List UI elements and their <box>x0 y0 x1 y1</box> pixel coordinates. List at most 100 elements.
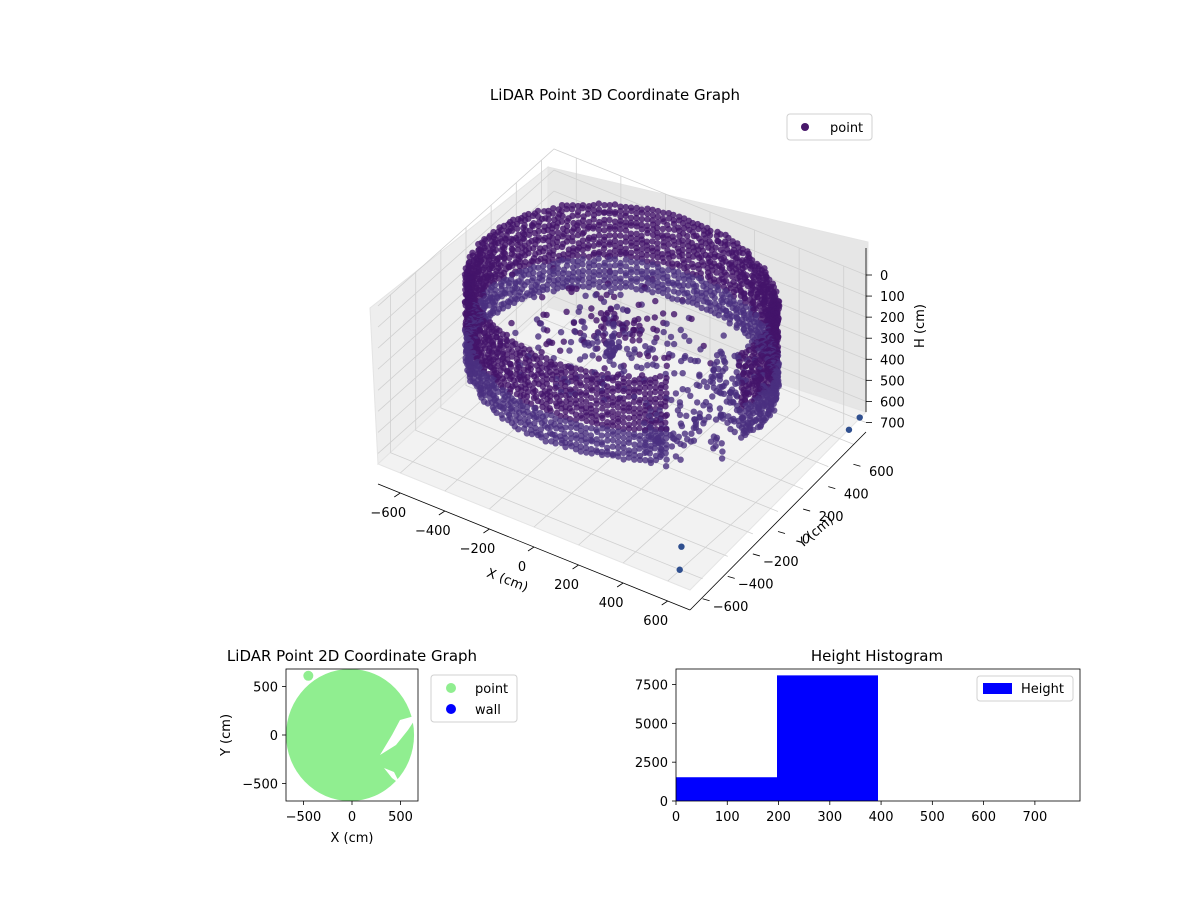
point-3d <box>614 399 622 406</box>
point-3d <box>687 392 694 399</box>
point-3d <box>606 282 613 290</box>
point-3d <box>553 425 560 432</box>
point-3d <box>668 443 676 450</box>
legend-3d: point <box>786 113 873 141</box>
point-3d <box>644 216 651 223</box>
point-3d <box>610 361 617 368</box>
point-3d <box>638 209 646 216</box>
point-3d <box>631 441 638 448</box>
point-3d <box>612 269 619 276</box>
point-3d <box>622 251 630 258</box>
y-axis-label-2d: Y (cm) <box>219 714 234 757</box>
point-3d <box>606 225 613 233</box>
point-3d <box>669 295 676 302</box>
point-3d <box>646 450 653 457</box>
point-3d <box>570 319 578 327</box>
point-3d <box>595 241 602 248</box>
point-3d <box>525 231 533 238</box>
y-tick-label-2d: −500 <box>242 778 278 793</box>
point-3d <box>598 432 605 439</box>
point-3d <box>615 418 622 425</box>
point-3d <box>625 389 633 396</box>
point-3d <box>606 210 613 217</box>
point-3d <box>604 411 611 418</box>
point-3d <box>568 277 576 284</box>
plot-2d: LiDAR Point 2D Coordinate Graph −500 0 500… <box>219 647 518 846</box>
y-tick-label-3d: −200 <box>763 555 799 570</box>
point-3d <box>537 426 545 433</box>
point-3d <box>723 271 730 279</box>
outlier-point-3d <box>676 566 683 573</box>
point-3d <box>660 243 667 250</box>
x-tick-label-3d: 600 <box>643 614 668 629</box>
gap-2d <box>380 715 418 755</box>
point-3d <box>617 226 624 233</box>
point-3d <box>693 301 701 308</box>
point-3d <box>684 232 691 240</box>
plot-2d-title: LiDAR Point 2D Coordinate Graph <box>227 647 477 665</box>
point-3d <box>601 220 608 227</box>
legend-marker-wall-2d <box>446 704 456 714</box>
point-3d <box>651 388 659 396</box>
point-3d <box>609 402 617 409</box>
point-3d <box>628 354 635 362</box>
histogram-bar <box>676 777 777 801</box>
point-3d <box>680 225 688 232</box>
point-3d <box>641 379 649 387</box>
point-3d <box>593 400 600 407</box>
point-3d <box>506 254 513 262</box>
point-3d <box>572 446 580 453</box>
point-3d <box>622 227 630 234</box>
point-3d <box>562 363 569 371</box>
point-3d <box>466 253 473 261</box>
point-3d <box>529 212 537 219</box>
point-3d <box>517 419 524 426</box>
point-3d <box>507 290 514 297</box>
point-3d <box>628 258 635 266</box>
z-tick-label-3d: 400 <box>880 353 905 368</box>
point-3d <box>654 213 661 220</box>
point-3d <box>646 383 654 391</box>
point-3d <box>497 230 504 237</box>
point-3d <box>616 331 623 339</box>
z-tick-label-3d: 600 <box>880 395 905 410</box>
point-3d <box>670 311 678 318</box>
point-3d <box>601 283 608 291</box>
point-3d <box>596 283 603 291</box>
point-3d <box>625 454 633 461</box>
point-3d <box>615 433 622 440</box>
point-3d <box>664 340 671 347</box>
point-3d <box>588 425 595 432</box>
point-3d <box>539 383 546 390</box>
point-3d <box>698 304 705 312</box>
point-3d <box>622 263 630 270</box>
point-3d <box>672 453 680 460</box>
point-3d <box>536 288 543 296</box>
point-3d <box>515 426 522 433</box>
y-tick-label-3d: 400 <box>844 488 869 503</box>
point-3d <box>493 409 500 416</box>
point-3d <box>720 249 727 256</box>
point-3d <box>614 423 622 431</box>
y-tick-label-2d: 500 <box>253 680 278 695</box>
point-3d <box>631 379 638 387</box>
point-3d <box>638 245 646 253</box>
point-3d <box>593 380 600 387</box>
point-3d <box>636 399 643 406</box>
point-3d <box>583 417 590 425</box>
histogram-ticks: 0 100 200 300 400 500 600 700 0 2500 5000 7500 <box>635 679 1047 825</box>
point-3d <box>572 391 579 398</box>
point-3d <box>690 232 698 240</box>
point-3d <box>665 254 673 262</box>
point-3d <box>636 380 643 387</box>
point-3d <box>523 393 531 400</box>
point-3d <box>600 298 608 305</box>
point-3d <box>585 218 593 226</box>
point-3d <box>724 419 731 426</box>
point-3d <box>574 277 581 284</box>
point-3d <box>653 327 661 334</box>
point-3d <box>579 318 587 325</box>
point-3d <box>577 366 585 373</box>
point-3d <box>581 353 589 360</box>
point-3d <box>567 435 575 442</box>
